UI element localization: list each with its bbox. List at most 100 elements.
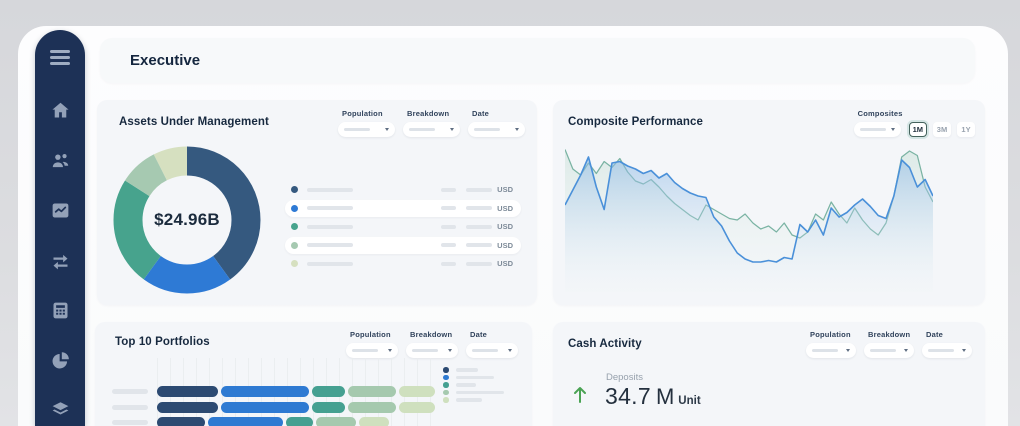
allocation-icon[interactable] xyxy=(48,349,72,373)
legend-label-placeholder xyxy=(455,368,478,372)
top10-portfolios-card: Top 10 Portfolios Population Breakdown Dat… xyxy=(95,322,532,426)
filter-select-date[interactable] xyxy=(466,343,518,358)
legend-dot xyxy=(443,397,449,403)
bar-segment xyxy=(221,401,309,413)
legend-currency-label: USD xyxy=(497,203,513,213)
aum-legend-row: USD xyxy=(285,236,521,254)
legend-value-placeholder xyxy=(441,206,457,210)
range-buttons: 1M 3M 1Y xyxy=(908,122,975,137)
aum-total-value: $24.96B xyxy=(154,210,220,229)
bar-segment xyxy=(316,417,356,426)
aum-legend-row: USD xyxy=(285,181,521,198)
aum-donut-chart: $24.96B xyxy=(113,146,261,294)
bar-segment xyxy=(286,417,313,426)
legend-dot xyxy=(291,241,298,249)
deposits-magnitude: M xyxy=(655,384,675,409)
performance-icon[interactable] xyxy=(48,199,72,223)
filter-label-date: Date xyxy=(926,330,944,339)
filter-select-date[interactable] xyxy=(922,343,972,358)
menu-icon[interactable] xyxy=(50,50,70,65)
filter-label-population: Population xyxy=(810,330,851,339)
filter-group-date: Date xyxy=(466,330,518,358)
legend-label-placeholder xyxy=(455,383,476,387)
composite-chart-svg xyxy=(565,142,933,292)
bar-segment xyxy=(221,386,309,397)
chevron-down-icon xyxy=(846,349,850,352)
filter-select-breakdown[interactable] xyxy=(406,343,458,358)
composite-performance-card: Composite Performance Composites 1M 3M 1Y xyxy=(553,100,985,305)
legend-dot xyxy=(291,186,298,193)
composites-filter: Composites xyxy=(853,109,903,137)
bar-segment xyxy=(312,386,345,397)
composite-chart xyxy=(565,142,933,292)
chevron-down-icon xyxy=(904,349,908,352)
legend-currency-label: USD xyxy=(497,240,513,250)
legend-dot xyxy=(443,374,449,381)
select-placeholder xyxy=(859,128,886,131)
portfolio-label-placeholder xyxy=(112,389,148,394)
legend-value-placeholder xyxy=(441,261,457,266)
legend-label-placeholder xyxy=(455,375,494,380)
legend-value-placeholder xyxy=(466,206,493,210)
filter-group-population: Population xyxy=(346,330,398,358)
filter-label-date: Date xyxy=(472,109,490,118)
select-placeholder xyxy=(352,349,378,352)
range-button-1m[interactable]: 1M xyxy=(908,122,927,137)
deposits-up-arrow-icon xyxy=(574,387,586,403)
legend-value-placeholder xyxy=(441,243,457,247)
filter-select-population[interactable] xyxy=(346,343,398,358)
home-icon[interactable] xyxy=(48,99,72,123)
filter-select-population[interactable] xyxy=(806,343,856,358)
legend-label-placeholder xyxy=(307,224,353,229)
area-fill-composite-blue xyxy=(565,157,933,292)
bar-segment xyxy=(399,401,435,413)
filter-label-breakdown: Breakdown xyxy=(410,330,453,339)
filter-select-breakdown[interactable] xyxy=(403,122,460,137)
filter-label-date: Date xyxy=(470,330,488,339)
top10-filters: Population Breakdown Date xyxy=(346,330,518,358)
range-button-3m[interactable]: 3M xyxy=(933,122,951,137)
filter-label-population: Population xyxy=(342,109,383,118)
legend-value-placeholder xyxy=(441,224,457,229)
filter-select-population[interactable] xyxy=(338,122,395,137)
transfers-icon[interactable] xyxy=(48,249,72,273)
cash-activity-card: Cash Activity Population Breakdown Date De… xyxy=(553,322,985,426)
bar-segment xyxy=(312,401,345,413)
filter-label-breakdown: Breakdown xyxy=(407,109,450,118)
holdings-icon[interactable] xyxy=(48,399,72,423)
select-placeholder xyxy=(928,349,954,352)
range-button-1y[interactable]: 1Y xyxy=(957,122,975,137)
filter-group-breakdown: Breakdown xyxy=(403,109,460,137)
filter-select-composites[interactable] xyxy=(853,122,901,137)
legend-currency-label: USD xyxy=(497,259,513,268)
legend-value-placeholder xyxy=(466,243,493,247)
legend-label-placeholder xyxy=(307,206,353,210)
legend-label-placeholder xyxy=(307,243,353,247)
composite-controls: Composites 1M 3M 1Y xyxy=(853,109,975,137)
bar-segment xyxy=(359,417,389,426)
filter-select-breakdown[interactable] xyxy=(864,343,914,358)
bar-segment xyxy=(399,386,435,397)
filter-group-date: Date xyxy=(922,330,972,358)
portfolio-label-placeholder xyxy=(112,420,148,425)
legend-label-placeholder xyxy=(307,261,353,266)
legend-currency-label: USD xyxy=(497,222,513,231)
legend-dot xyxy=(291,260,298,267)
chevron-down-icon xyxy=(385,128,389,131)
calculator-icon[interactable] xyxy=(48,299,72,323)
top10-legend-row xyxy=(443,374,504,382)
deposits-label: Deposits xyxy=(606,372,643,383)
select-placeholder xyxy=(472,349,498,352)
portfolio-label-placeholder xyxy=(112,404,148,410)
chevron-down-icon xyxy=(890,128,895,131)
portfolio-bar-row xyxy=(157,401,435,413)
aum-legend-row: USD xyxy=(285,218,521,235)
filter-select-date[interactable] xyxy=(468,122,525,137)
deposits-value-row: 34.7 M Unit xyxy=(605,383,701,410)
legend-label-placeholder xyxy=(455,398,482,402)
select-placeholder xyxy=(412,349,438,352)
clients-icon[interactable] xyxy=(48,149,72,173)
legend-dot xyxy=(443,389,449,396)
aum-legend: USD USD USD USD USD xyxy=(285,181,521,274)
chevron-down-icon xyxy=(508,349,512,352)
